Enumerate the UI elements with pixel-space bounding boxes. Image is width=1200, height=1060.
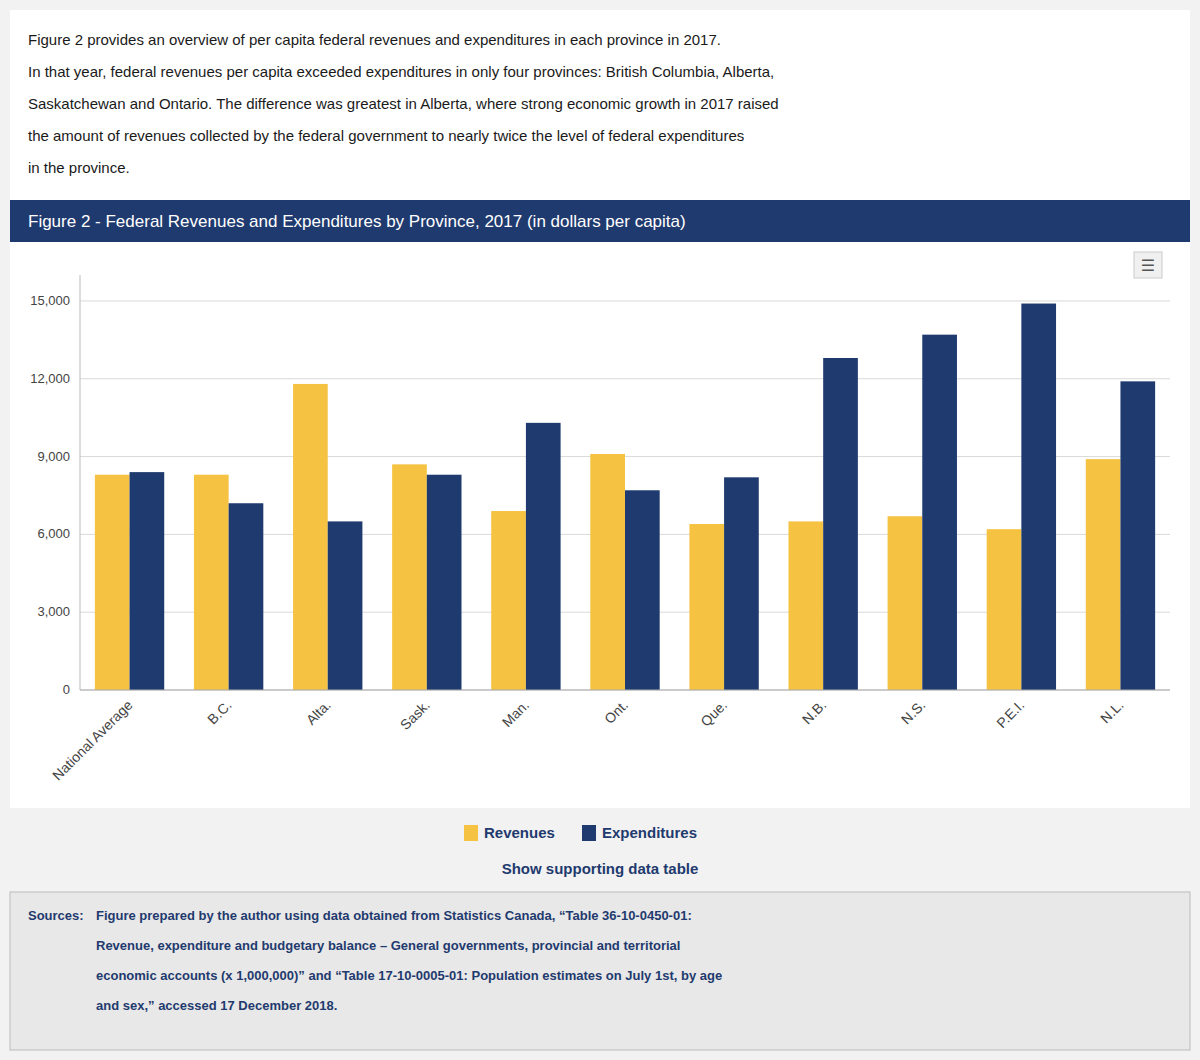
y-tick-label: 15,000 <box>30 293 70 308</box>
bar <box>130 472 165 690</box>
x-tick-label: Sask. <box>397 697 433 733</box>
legend-swatch <box>464 825 478 841</box>
bar <box>1086 459 1121 690</box>
menu-button[interactable] <box>1134 252 1162 278</box>
bar <box>689 524 724 690</box>
bar <box>392 464 427 690</box>
sources-text: Revenue, expenditure and budgetary balan… <box>96 938 680 953</box>
bar <box>491 511 526 690</box>
legend-label: Revenues <box>484 824 555 841</box>
y-tick-label: 3,000 <box>37 604 70 619</box>
bar <box>293 384 328 690</box>
bar <box>229 503 264 690</box>
x-tick-label: Que. <box>697 697 730 730</box>
chart-panel <box>10 242 1190 808</box>
intro-text: in the province. <box>28 159 130 176</box>
chart-root: Figure 2 provides an overview of per cap… <box>0 0 1200 1060</box>
y-grid <box>80 301 1170 690</box>
sources-box <box>10 892 1190 1050</box>
y-tick-label: 6,000 <box>37 526 70 541</box>
intro-text: Saskatchewan and Ontario. The difference… <box>28 95 779 112</box>
bar <box>1021 304 1056 690</box>
sources-text: and sex,” accessed 17 December 2018. <box>96 998 337 1013</box>
show-data-link[interactable]: Show supporting data table <box>502 860 699 877</box>
x-tick-label: N.L. <box>1097 697 1126 726</box>
menu-icon[interactable]: ☰ <box>1141 257 1155 274</box>
legend-swatch <box>582 825 596 841</box>
bars <box>95 304 1155 690</box>
grid-line <box>80 690 1170 691</box>
y-tick-label: 12,000 <box>30 371 70 386</box>
bar <box>194 475 229 690</box>
sources-text: economic accounts (x 1,000,000)” and “Ta… <box>96 968 722 983</box>
grid-line <box>80 378 1170 379</box>
title-bar <box>10 200 1190 242</box>
x-tick-label: Ont. <box>601 697 631 727</box>
sources-heading: Sources: <box>28 908 84 923</box>
bar <box>1120 381 1155 690</box>
x-tick-label: P.E.I. <box>993 697 1027 731</box>
bar <box>590 454 625 690</box>
x-tick-label: B.C. <box>204 697 235 728</box>
bar <box>922 335 957 690</box>
x-tick-label: National Average <box>49 697 136 784</box>
y-tick-label: 0 <box>63 682 70 697</box>
bar <box>625 490 660 690</box>
x-tick-label: N.B. <box>799 697 830 728</box>
intro-panel <box>10 10 1190 200</box>
bar <box>427 475 462 690</box>
bar <box>526 423 561 690</box>
bar <box>328 521 363 690</box>
intro-text: In that year, federal revenues per capit… <box>28 63 774 80</box>
bar <box>987 529 1022 690</box>
chart-title: Figure 2 - Federal Revenues and Expendit… <box>28 212 686 231</box>
page-background <box>0 0 1200 1060</box>
bar <box>823 358 858 690</box>
x-tick-label: Alta. <box>303 697 334 728</box>
grid-line <box>80 300 1170 301</box>
x-tick-label: Man. <box>499 697 532 730</box>
x-axis-line <box>80 690 1170 691</box>
bar <box>724 477 759 690</box>
bar <box>789 521 824 690</box>
bar <box>888 516 923 690</box>
legend-label: Expenditures <box>602 824 697 841</box>
legend: Revenues Expenditures <box>464 824 697 841</box>
intro-text: Figure 2 provides an overview of per cap… <box>28 31 721 48</box>
bar <box>95 475 130 690</box>
y-axis-line <box>80 275 81 690</box>
sources-text: Figure prepared by the author using data… <box>96 908 692 923</box>
y-tick-label: 9,000 <box>37 449 70 464</box>
intro-text: the amount of revenues collected by the … <box>28 127 744 144</box>
x-tick-label: N.S. <box>898 697 929 728</box>
